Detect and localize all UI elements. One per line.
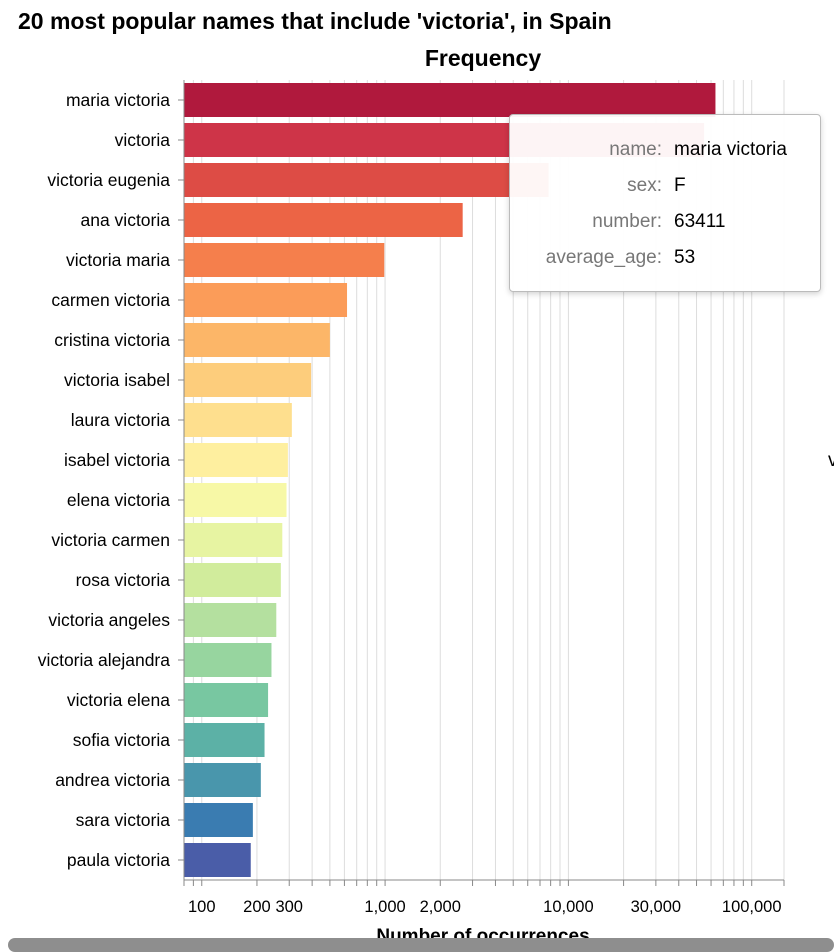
bar-isabel-victoria[interactable] <box>184 443 288 477</box>
y-tick-label-13: victoria angeles <box>48 610 170 630</box>
bars <box>184 83 716 877</box>
bar-victoria-angeles[interactable] <box>184 603 277 637</box>
x-tick-label-3: 1,000 <box>364 898 405 916</box>
y-tick-label-10: elena victoria <box>67 490 170 510</box>
tooltip-key: sex: <box>627 175 662 196</box>
bar-victoria-carmen[interactable] <box>184 523 283 557</box>
axes: maria victoria victoria victoria eugenia an… <box>38 80 785 916</box>
y-tick-label-14: victoria alejandra <box>38 650 171 670</box>
tooltip-value: 63411 <box>674 211 726 232</box>
tooltip-row-averageage: average_age: 53 <box>510 247 820 269</box>
x-tick-label-0: 100 <box>188 898 216 916</box>
cutoff-label: v <box>828 450 834 471</box>
tooltip-key: name: <box>609 139 662 160</box>
x-tick-label-7: 100,000 <box>722 898 782 916</box>
bar-sofia-victoria[interactable] <box>184 723 265 757</box>
x-tick-label-5: 10,000 <box>543 898 593 916</box>
bar-cristina-victoria[interactable] <box>184 323 330 357</box>
x-tick-label-4: 2,000 <box>420 898 461 916</box>
tooltip-value: 53 <box>674 247 696 268</box>
bar-victoria-maria[interactable] <box>184 243 385 277</box>
y-tick-label-2: victoria eugenia <box>47 170 170 190</box>
bar-sara-victoria[interactable] <box>184 803 253 837</box>
y-tick-label-3: ana victoria <box>81 210 171 230</box>
y-tick-label-12: rosa victoria <box>76 570 171 590</box>
y-tick-label-0: maria victoria <box>66 90 170 110</box>
y-tick-label-11: victoria carmen <box>51 530 170 550</box>
bar-victoria-isabel[interactable] <box>184 363 312 397</box>
bar-rosa-victoria[interactable] <box>184 563 281 597</box>
bar-victoria-elena[interactable] <box>184 683 269 717</box>
bar-ana-victoria[interactable] <box>184 203 463 237</box>
y-tick-label-5: carmen victoria <box>51 290 170 310</box>
y-tick-label-7: victoria isabel <box>64 370 170 390</box>
tooltip-row-sex: sex: F <box>510 175 820 197</box>
x-tick-label-6: 30,000 <box>631 898 681 916</box>
tooltip-value: F <box>674 175 686 196</box>
bar-laura-victoria[interactable] <box>184 403 292 437</box>
chart-subtitle: Frequency <box>425 45 542 71</box>
bar-elena-victoria[interactable] <box>184 483 287 517</box>
bar-andrea-victoria[interactable] <box>184 763 261 797</box>
tooltip-row-name: name: maria victoria <box>510 139 820 161</box>
y-tick-label-8: laura victoria <box>71 410 170 430</box>
y-tick-label-19: paula victoria <box>67 850 170 870</box>
bar-carmen-victoria[interactable] <box>184 283 348 317</box>
x-tick-label-2: 300 <box>275 898 303 916</box>
tooltip-row-number: number: 63411 <box>510 211 820 233</box>
y-tick-label-1: victoria <box>115 130 171 150</box>
y-tick-label-6: cristina victoria <box>54 330 170 350</box>
page-title: 20 most popular names that include 'vict… <box>18 8 612 34</box>
x-tick-label-1: 200 <box>243 898 271 916</box>
y-tick-label-17: andrea victoria <box>55 770 170 790</box>
bar-victoria-alejandra[interactable] <box>184 643 272 677</box>
tooltip-key: average_age: <box>545 247 662 268</box>
bar-paula-victoria[interactable] <box>184 843 251 877</box>
y-tick-label-18: sara victoria <box>76 810 171 830</box>
tooltip-value: maria victoria <box>674 139 787 160</box>
y-tick-label-9: isabel victoria <box>64 450 170 470</box>
y-tick-label-16: sofia victoria <box>73 730 171 750</box>
y-tick-label-4: victoria maria <box>66 250 170 270</box>
horizontal-scrollbar[interactable] <box>8 938 834 952</box>
y-tick-label-15: victoria elena <box>67 690 170 710</box>
tooltip-key: number: <box>592 211 662 232</box>
bar-victoria-eugenia[interactable] <box>184 163 549 197</box>
bar-maria-victoria[interactable] <box>184 83 716 117</box>
